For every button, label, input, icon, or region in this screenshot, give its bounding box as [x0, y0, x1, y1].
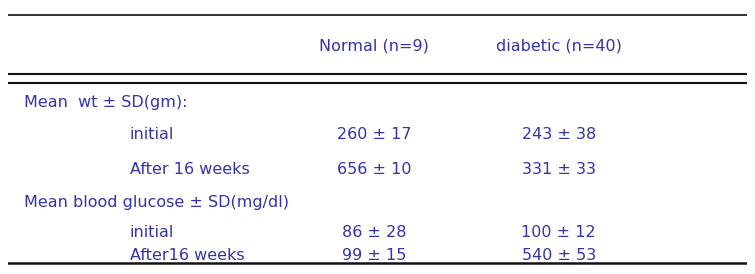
Text: 260 ± 17: 260 ± 17 — [337, 127, 411, 142]
Text: diabetic (n=40): diabetic (n=40) — [496, 38, 621, 53]
Text: After 16 weeks: After 16 weeks — [130, 162, 249, 177]
Text: 100 ± 12: 100 ± 12 — [522, 225, 596, 240]
Text: initial: initial — [130, 127, 174, 142]
Text: 656 ± 10: 656 ± 10 — [337, 162, 411, 177]
Text: 331 ± 33: 331 ± 33 — [522, 162, 596, 177]
Text: Normal (n=9): Normal (n=9) — [319, 38, 429, 53]
Text: Mean blood glucose ± SD(mg/dl): Mean blood glucose ± SD(mg/dl) — [24, 195, 289, 210]
Text: 99 ± 15: 99 ± 15 — [341, 248, 406, 263]
Text: 243 ± 38: 243 ± 38 — [522, 127, 596, 142]
Text: 540 ± 53: 540 ± 53 — [522, 248, 596, 263]
Text: Mean  wt ± SD(gm):: Mean wt ± SD(gm): — [24, 95, 187, 110]
Text: initial: initial — [130, 225, 174, 240]
Text: After16 weeks: After16 weeks — [130, 248, 245, 263]
Text: 86 ± 28: 86 ± 28 — [341, 225, 406, 240]
